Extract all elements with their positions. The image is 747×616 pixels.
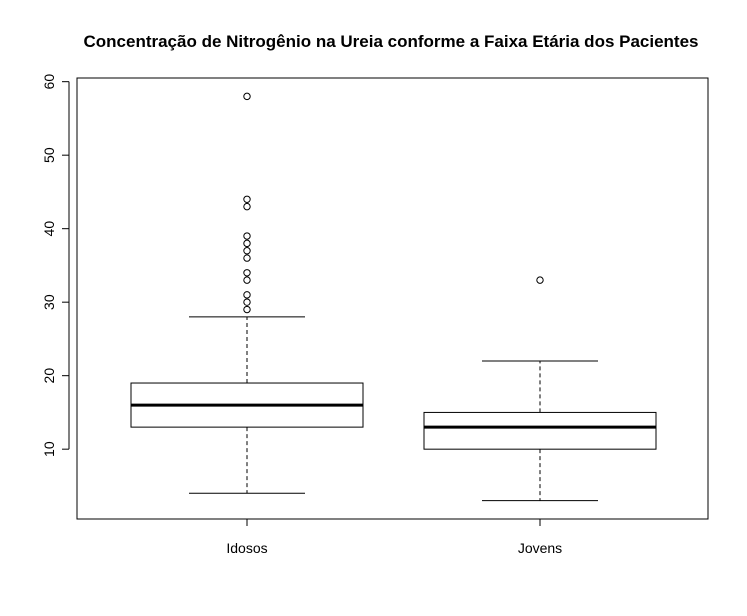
outlier-point bbox=[243, 232, 251, 240]
box-group bbox=[130, 92, 657, 502]
iqr-box bbox=[423, 411, 657, 450]
plot-frame bbox=[76, 77, 709, 520]
outlier-point bbox=[243, 298, 251, 306]
outlier-point bbox=[243, 195, 251, 203]
y-tick-label: 40 bbox=[41, 221, 57, 237]
outlier-point bbox=[243, 254, 251, 262]
box-idosos bbox=[130, 92, 364, 494]
outlier-point bbox=[243, 92, 251, 101]
outlier-point bbox=[243, 269, 251, 277]
outlier-point bbox=[536, 276, 544, 284]
y-axis: 10 20 30 40 50 60 bbox=[41, 74, 70, 457]
y-tick-label: 30 bbox=[41, 294, 57, 310]
y-tick-label: 50 bbox=[41, 147, 57, 163]
outlier-point bbox=[243, 239, 251, 248]
outlier-point bbox=[243, 305, 251, 314]
x-tick-label: Jovens bbox=[518, 540, 562, 556]
y-tick-label: 20 bbox=[41, 368, 57, 384]
chart-title: Concentração de Nitrogênio na Ureia conf… bbox=[83, 32, 698, 51]
x-axis: Idosos Jovens bbox=[226, 518, 562, 556]
outlier-point bbox=[243, 291, 251, 299]
x-tick-label: Idosos bbox=[226, 540, 267, 556]
y-tick-label: 60 bbox=[41, 74, 57, 90]
outlier-point bbox=[243, 247, 251, 255]
outlier-point bbox=[243, 202, 251, 211]
outlier-point bbox=[243, 276, 251, 284]
y-tick-label: 10 bbox=[41, 441, 57, 457]
box-jovens bbox=[423, 276, 657, 502]
